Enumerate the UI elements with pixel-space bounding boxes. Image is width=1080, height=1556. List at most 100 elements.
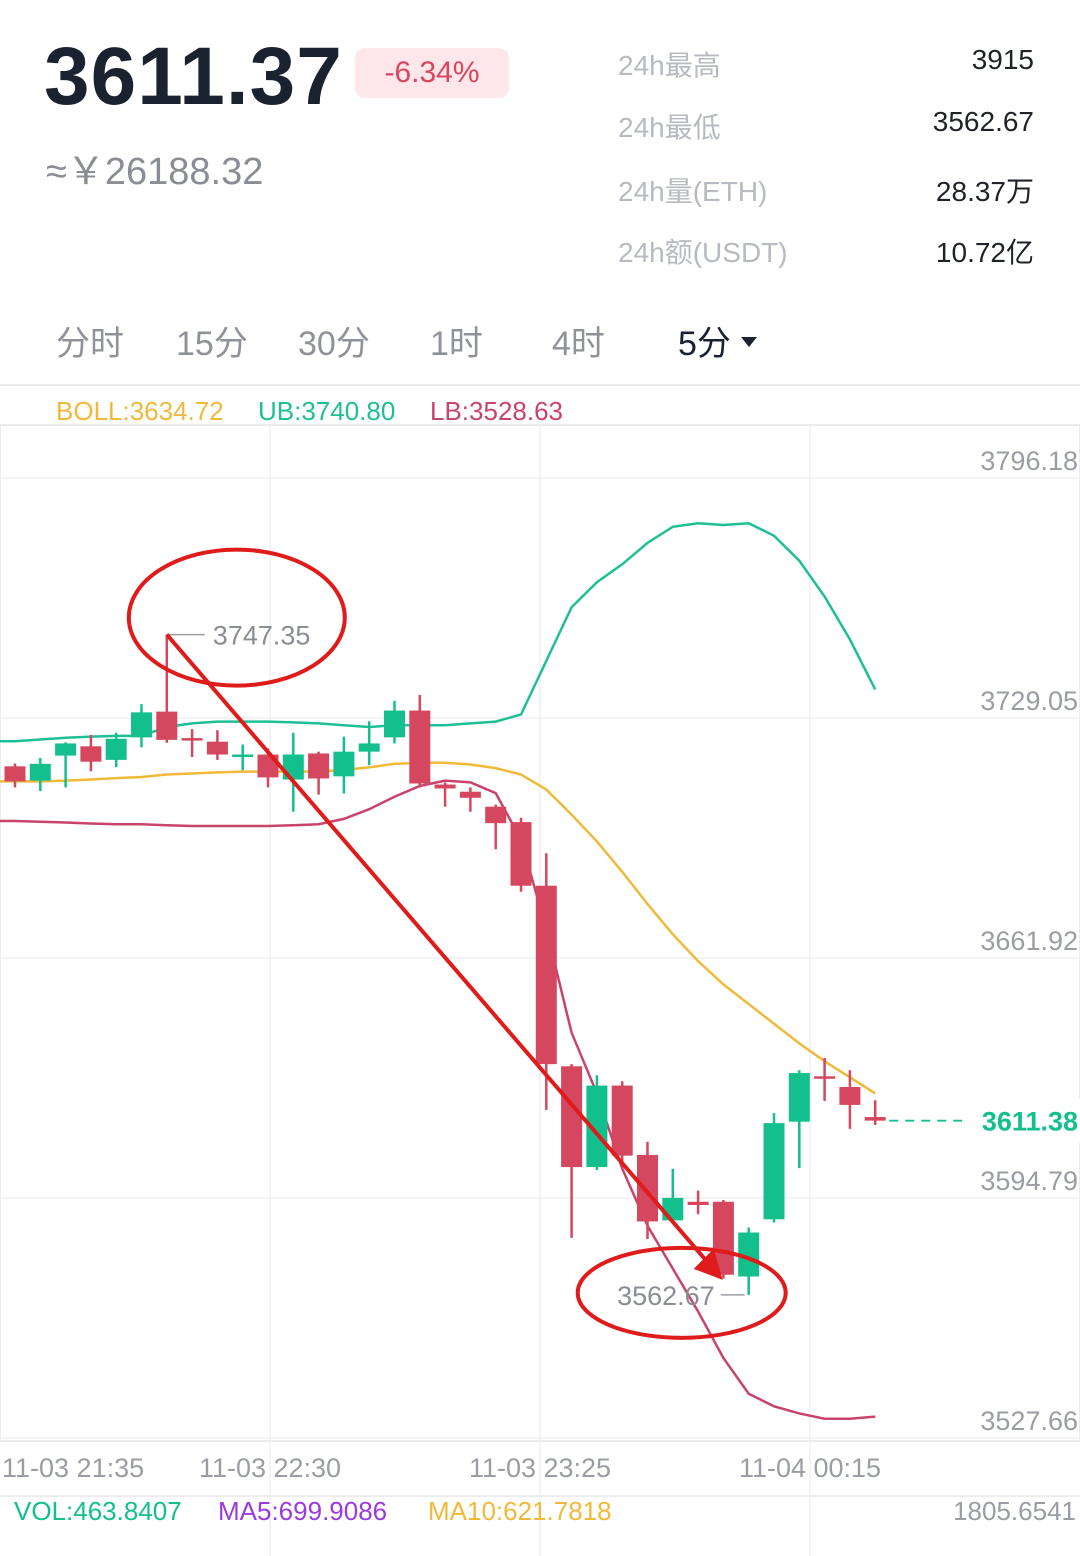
candle (181, 729, 203, 758)
candle-body (839, 1087, 861, 1105)
candle (206, 730, 228, 760)
candle-body (156, 711, 178, 740)
candle-body (763, 1123, 785, 1220)
candle (712, 1199, 734, 1279)
candle (763, 1113, 785, 1223)
boll-indicator: BOLL:3634.72 (56, 396, 224, 426)
candle (80, 734, 102, 772)
candle-body (611, 1085, 633, 1156)
stat-label-volume: 24h量(ETH) (618, 176, 768, 207)
candle (586, 1075, 608, 1170)
ma5-indicator: MA5:699.9086 (218, 1496, 388, 1526)
x-tick-label: 11-04 00:15 (739, 1453, 881, 1483)
candle-body (131, 712, 152, 738)
candle-body (459, 791, 481, 798)
candle (535, 853, 557, 1110)
low-highlight-circle (575, 1245, 788, 1340)
candle (384, 700, 405, 744)
chart-grid (0, 424, 1080, 1556)
candle (687, 1190, 709, 1215)
candle-body (662, 1197, 684, 1221)
candle-body (80, 746, 102, 762)
tab-4h[interactable]: 4时 (552, 325, 605, 363)
candle (29, 758, 51, 791)
candle (232, 744, 254, 771)
candle (561, 1064, 583, 1238)
candle-body (738, 1232, 760, 1277)
candle-body (586, 1085, 608, 1168)
candle-body (384, 710, 405, 738)
bollinger-bands (0, 521, 877, 1421)
y-tick-label: 3729.05 (980, 686, 1078, 716)
ub-indicator: UB:3740.80 (258, 396, 396, 426)
candle-body (358, 743, 380, 752)
x-axis: 11-03 21:35 11-03 22:30 11-03 23:25 11-04 0… (2, 1453, 881, 1483)
y-tick-label: 3527.66 (980, 1406, 1078, 1436)
current-price-box (964, 1098, 1080, 1143)
tab-5m[interactable]: 5分 (678, 316, 757, 365)
tab-30m[interactable]: 30分 (298, 325, 370, 363)
trend-arrow-head-icon (693, 1248, 723, 1280)
candle (864, 1100, 886, 1125)
timeframe-tabs: 分时 15分 30分 1时 4时 5分 (0, 310, 1080, 370)
stat-label-high: 24h最高 (618, 50, 721, 81)
trend-arrow-line (165, 633, 713, 1268)
candle (839, 1070, 861, 1129)
tab-timeshare[interactable]: 分时 (56, 325, 124, 363)
change-badge: -6.34% (355, 48, 509, 98)
approx-cny-price: ≈￥26188.32 (46, 151, 264, 193)
caret-down-icon (740, 337, 757, 348)
candle (4, 763, 26, 788)
candle-body (485, 806, 507, 824)
candle-body (864, 1117, 886, 1121)
candle-body (333, 751, 355, 777)
divider (0, 384, 1080, 386)
candle-body (181, 738, 203, 741)
vol-indicator: VOL:463.8407 (14, 1496, 182, 1526)
tab-5m-label: 5分 (678, 325, 731, 363)
candle-body (510, 822, 532, 886)
last-price: 3611.37 (44, 31, 343, 122)
candle (611, 1081, 633, 1169)
candle (738, 1227, 760, 1295)
boll-line (0, 761, 876, 1095)
candle-body (232, 754, 254, 758)
candle (409, 694, 431, 788)
candle (308, 751, 330, 795)
stat-label-low: 24h最低 (618, 112, 721, 143)
candle-body (814, 1076, 836, 1079)
tab-15m[interactable]: 15分 (176, 325, 248, 363)
lb-line (0, 779, 876, 1421)
candle-body (308, 753, 330, 779)
candle-body (409, 710, 431, 784)
stat-value-high: 3915 (971, 44, 1034, 75)
tab-1h[interactable]: 1时 (430, 325, 483, 363)
y-tick-label: 3594.79 (980, 1166, 1078, 1196)
stat-value-low: 3562.67 (932, 106, 1034, 137)
ma10-indicator: MA10:621.7818 (428, 1496, 612, 1526)
candle (333, 736, 355, 794)
candle-body (687, 1201, 709, 1205)
lb-indicator: LB:3528.63 (430, 396, 564, 426)
candle-body (712, 1201, 734, 1275)
y-axis: 3796.18 3729.05 3661.92 3594.79 3527.66 3611.… (889, 446, 1080, 1436)
stat-label-amount: 24h额(USDT) (618, 237, 788, 268)
y-tick-label: 3661.92 (980, 926, 1078, 956)
candle-body (4, 766, 26, 782)
high-price-label: 3747.35 (213, 621, 311, 651)
candle-body (637, 1154, 658, 1222)
candle (485, 804, 507, 850)
x-tick-label: 11-03 22:30 (199, 1453, 341, 1483)
candle-body (535, 885, 557, 1065)
x-tick-label: 11-03 23:25 (469, 1453, 611, 1483)
y-tick-label: 3796.18 (980, 446, 1078, 476)
high-highlight-circle (126, 547, 347, 688)
candle-body (206, 741, 228, 755)
candle-body (561, 1066, 583, 1168)
candle (510, 817, 532, 892)
candle (788, 1070, 810, 1169)
annotations: 3747.35 3562.67 (126, 547, 788, 1340)
candle (55, 742, 77, 788)
candle (156, 634, 178, 743)
